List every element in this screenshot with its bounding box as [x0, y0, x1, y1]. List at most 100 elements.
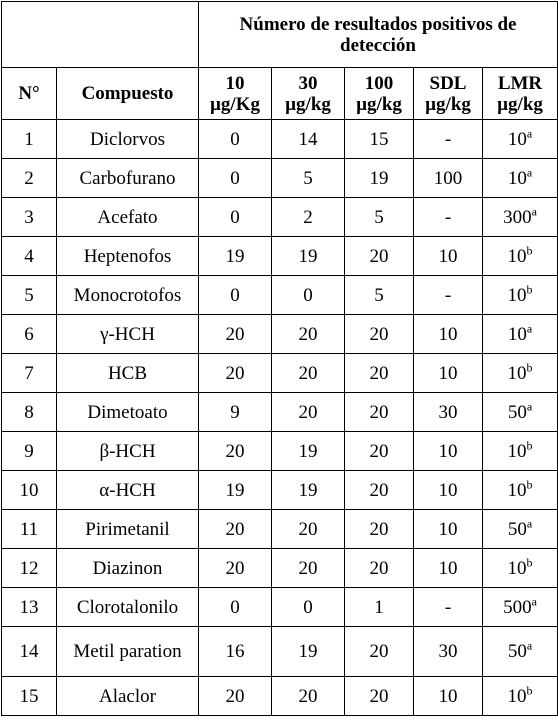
- count-100: 1: [344, 587, 414, 627]
- header-100: 100 µg/kg: [344, 67, 414, 120]
- lmr-value: 10: [507, 167, 527, 189]
- row-number: 5: [1, 275, 57, 315]
- count-10: 16: [198, 626, 272, 677]
- count-10: 19: [198, 470, 272, 510]
- count-30: 20: [271, 509, 345, 549]
- count-100: 20: [344, 626, 414, 677]
- count-30: 20: [271, 314, 345, 354]
- compound-name: Carbofurano: [56, 158, 199, 198]
- header-sdl-label: SDL: [429, 72, 467, 94]
- sdl-value: -: [413, 197, 483, 237]
- table-row: 8 Dimetoato 9 20 20 30 50a: [1, 392, 558, 432]
- table-row: 3 Acefato 0 2 5 - 300a: [1, 197, 558, 237]
- lmr-note: b: [526, 282, 533, 297]
- compound-name: Acefato: [56, 197, 199, 237]
- count-100: 20: [344, 509, 414, 549]
- lmr-cell: 10a: [482, 119, 558, 159]
- compound-name: Alaclor: [56, 676, 199, 716]
- count-100: 5: [344, 275, 414, 315]
- lmr-cell: 10b: [482, 431, 558, 471]
- header-no: N°: [1, 67, 57, 120]
- sdl-value: 100: [413, 158, 483, 198]
- row-number: 10: [1, 470, 57, 510]
- lmr-note: a: [531, 204, 537, 219]
- lmr-note: b: [526, 243, 533, 258]
- header-30-unit: µg/kg: [285, 93, 331, 115]
- count-30: 14: [271, 119, 345, 159]
- count-10: 0: [198, 119, 272, 159]
- header-sdl-unit: µg/kg: [425, 93, 471, 115]
- header-lmr: LMR µg/kg: [482, 67, 558, 120]
- lmr-value: 50: [507, 518, 527, 540]
- count-10: 20: [198, 431, 272, 471]
- count-10: 0: [198, 275, 272, 315]
- table-row: 11 Pirimetanil 20 20 20 10 50a: [1, 509, 558, 549]
- lmr-value: 50: [507, 401, 527, 423]
- compound-name: Diazinon: [56, 548, 199, 588]
- row-number: 7: [1, 353, 57, 393]
- header-lmr-unit: µg/kg: [497, 93, 543, 115]
- count-30: 20: [271, 676, 345, 716]
- count-100: 20: [344, 431, 414, 471]
- table-row: 9 β-HCH 20 19 20 10 10b: [1, 431, 558, 471]
- header-30: 30 µg/kg: [271, 67, 345, 120]
- sdl-value: 10: [413, 314, 483, 354]
- count-30: 19: [271, 626, 345, 677]
- header-sdl: SDL µg/kg: [413, 67, 483, 120]
- lmr-cell: 10b: [482, 676, 558, 716]
- sdl-value: 10: [413, 470, 483, 510]
- count-100: 20: [344, 676, 414, 716]
- header-100-unit: µg/kg: [356, 93, 402, 115]
- compound-name: HCB: [56, 353, 199, 393]
- count-10: 20: [198, 353, 272, 393]
- count-10: 9: [198, 392, 272, 432]
- lmr-value: 300: [503, 206, 532, 228]
- header-10: 10 µg/Kg: [198, 67, 272, 120]
- lmr-cell: 10b: [482, 353, 558, 393]
- lmr-value: 500: [503, 596, 532, 618]
- count-100: 20: [344, 314, 414, 354]
- lmr-note: a: [526, 321, 533, 336]
- count-10: 0: [198, 158, 272, 198]
- header-10-unit: µg/Kg: [209, 93, 260, 115]
- lmr-cell: 10b: [482, 470, 558, 510]
- row-number: 2: [1, 158, 57, 198]
- table-row: 15 Alaclor 20 20 20 10 10b: [1, 676, 558, 716]
- row-number: 1: [1, 119, 57, 159]
- table-row: 7 HCB 20 20 20 10 10b: [1, 353, 558, 393]
- count-30: 0: [271, 275, 345, 315]
- compound-name: Dimetoato: [56, 392, 199, 432]
- sdl-value: 10: [413, 431, 483, 471]
- count-100: 20: [344, 353, 414, 393]
- compound-name: Monocrotofos: [56, 275, 199, 315]
- sdl-value: 10: [413, 236, 483, 276]
- count-30: 20: [271, 392, 345, 432]
- lmr-cell: 10a: [482, 158, 558, 198]
- lmr-value: 10: [507, 323, 527, 345]
- lmr-cell: 10b: [482, 236, 558, 276]
- count-30: 20: [271, 353, 345, 393]
- row-number: 6: [1, 314, 57, 354]
- count-100: 20: [344, 236, 414, 276]
- row-number: 14: [1, 626, 57, 677]
- sdl-value: 30: [413, 626, 483, 677]
- sdl-value: -: [413, 275, 483, 315]
- lmr-note: a: [526, 165, 533, 180]
- count-30: 2: [271, 197, 345, 237]
- count-30: 19: [271, 236, 345, 276]
- table-row: 10 α-HCH 19 19 20 10 10b: [1, 470, 558, 510]
- compound-name: α-HCH: [56, 470, 199, 510]
- lmr-cell: 50a: [482, 392, 558, 432]
- compound-name: Heptenofos: [56, 236, 199, 276]
- count-10: 20: [198, 676, 272, 716]
- sdl-value: 10: [413, 353, 483, 393]
- lmr-cell: 10b: [482, 275, 558, 315]
- header-30-value: 30: [298, 72, 318, 94]
- table-row: 12 Diazinon 20 20 20 10 10b: [1, 548, 558, 588]
- compound-name: Metil paration: [56, 626, 199, 677]
- lmr-note: a: [526, 126, 533, 141]
- lmr-value: 10: [507, 440, 527, 462]
- lmr-cell: 500a: [482, 587, 558, 627]
- lmr-value: 10: [507, 557, 527, 579]
